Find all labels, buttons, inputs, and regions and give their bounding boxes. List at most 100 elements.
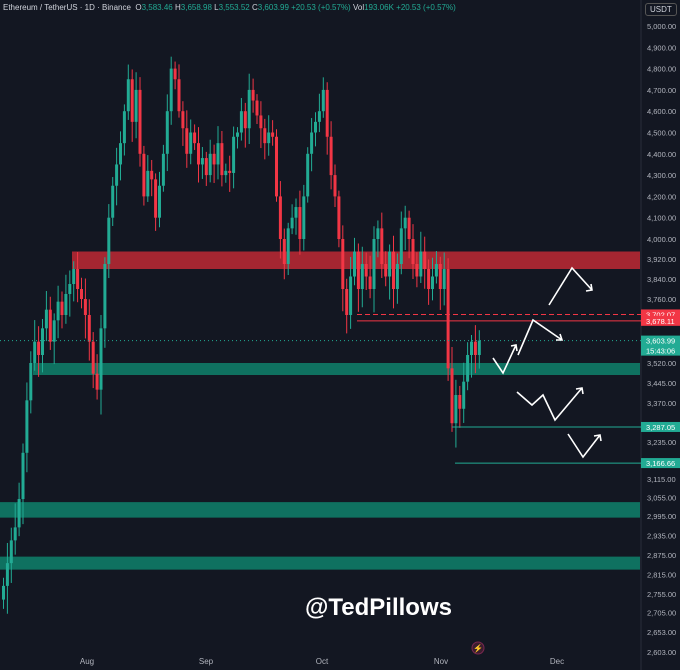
candle-body [29, 363, 33, 401]
lightning-icon [471, 641, 485, 655]
x-tick-label: Aug [80, 657, 94, 666]
price-label: 3,166.66 [646, 459, 675, 468]
candle-body [462, 381, 466, 409]
candle-body [368, 276, 372, 289]
candle-body [243, 111, 247, 129]
candle-body [407, 217, 411, 239]
price-label: 3,678.11 [646, 317, 675, 326]
price-label-bg [641, 315, 680, 326]
candle-body [37, 341, 41, 355]
candle-body [72, 269, 76, 284]
candle-body [146, 170, 150, 197]
candle-body [95, 373, 99, 390]
candle-body [134, 89, 138, 122]
lightning-icon-glyph: ⚡ [473, 643, 483, 653]
candle-body [450, 368, 454, 424]
support-zone [0, 556, 640, 570]
symbol-title: Ethereum / TetherUS · 1D · Binance [3, 3, 131, 12]
candle-body [21, 452, 25, 500]
y-tick-label: 2,603.00 [647, 648, 676, 657]
y-tick-label: 2,995.00 [647, 512, 676, 521]
candle-body [255, 100, 259, 116]
candle-body [122, 111, 126, 144]
candle-body [427, 269, 431, 289]
candle-body [298, 207, 302, 239]
candle-body [454, 395, 458, 424]
candle-body [302, 196, 306, 239]
low-value: 3,553.52 [218, 3, 250, 12]
y-tick-label: 3,445.00 [647, 379, 676, 388]
candle-body [473, 341, 477, 355]
y-tick-label: 4,100.00 [647, 214, 676, 223]
candle-body [161, 153, 165, 186]
candle-body [48, 309, 52, 342]
candle-body [466, 355, 470, 382]
y-tick-label: 4,300.00 [647, 171, 676, 180]
y-tick-label: 2,705.00 [647, 609, 676, 618]
projection-arrow [517, 318, 564, 356]
candle-body [68, 284, 72, 294]
candle-body [251, 89, 255, 101]
candle-body [142, 153, 146, 197]
y-tick-label: 4,600.00 [647, 107, 676, 116]
candle-body [185, 128, 189, 154]
candle-body [177, 79, 181, 112]
candle-body [263, 128, 267, 144]
y-tick-label: 4,800.00 [647, 65, 676, 74]
support-zone [0, 502, 640, 518]
candle-body [232, 136, 236, 173]
candle-body [80, 289, 83, 299]
projection-arrow [567, 433, 602, 459]
candle-body [236, 132, 239, 137]
y-tick-label: 3,840.00 [647, 275, 676, 284]
candle-body [111, 185, 115, 218]
candle-body [208, 153, 212, 176]
high-value: 3,658.98 [180, 3, 212, 12]
y-tick-label: 4,000.00 [647, 235, 676, 244]
candle-body [64, 294, 68, 315]
x-tick-label: Oct [316, 657, 329, 666]
price-label-bg [641, 421, 680, 432]
candle-body [130, 79, 134, 122]
price-axis-bg [641, 0, 680, 670]
currency-button[interactable]: USDT [645, 3, 677, 16]
candle-body [154, 179, 158, 218]
candle-body [13, 527, 17, 541]
candle-body [317, 111, 321, 122]
volume-label: Vol [352, 3, 365, 12]
candle-body [438, 264, 442, 289]
y-tick-label: 3,370.00 [647, 399, 676, 408]
candle-body [56, 301, 60, 321]
candle-body [17, 499, 21, 528]
candle-body [337, 196, 341, 239]
price-label: 3,287.05 [646, 423, 675, 432]
candle-body [259, 115, 263, 129]
price-label: 3,603.99 [646, 337, 675, 346]
close-label: C [251, 3, 258, 12]
y-tick-label: 4,500.00 [647, 129, 676, 138]
candle-body [181, 111, 185, 129]
candle-body [423, 251, 427, 269]
candle-body [325, 89, 329, 137]
y-tick-label: 4,400.00 [647, 150, 676, 159]
candle-body [384, 264, 388, 277]
candle-body [91, 341, 95, 374]
candle-body [158, 185, 161, 218]
high-label: H [174, 3, 181, 12]
candle-body [41, 328, 44, 355]
x-tick-label: Dec [550, 657, 564, 666]
candle-body [9, 540, 13, 564]
candle-body [470, 341, 473, 355]
y-tick-label: 5,000.00 [647, 22, 676, 31]
candle-body [60, 301, 64, 315]
candle-body [411, 239, 415, 264]
candle-body [107, 217, 111, 264]
candle-body [5, 563, 9, 586]
legend-header: Ethereum / TetherUS · 1D · Binance O3,58… [3, 3, 456, 12]
countdown-label: 15:43:06 [646, 347, 675, 356]
x-tick-label: Nov [434, 657, 448, 666]
candle-body [314, 121, 317, 133]
candle-body [33, 341, 37, 363]
